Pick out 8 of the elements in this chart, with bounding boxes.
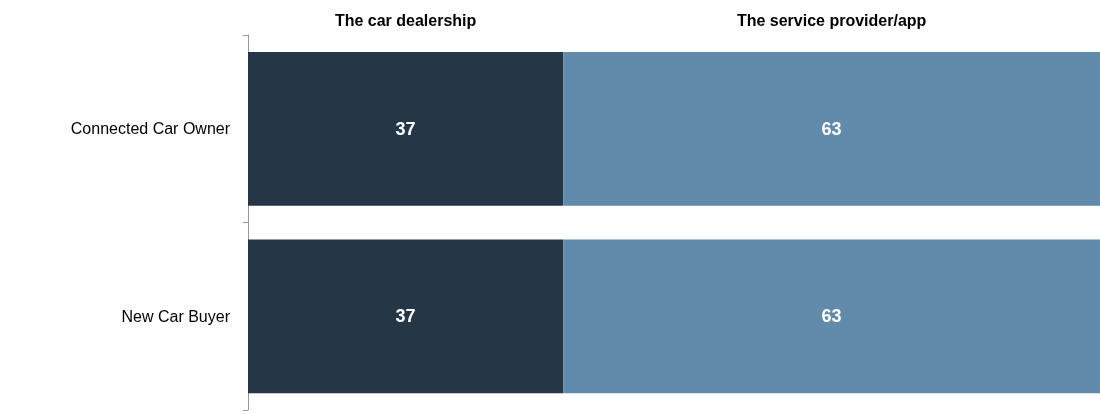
data-label: 63 [821,306,842,327]
series-label: The service provider/app [736,11,927,29]
data-label: 63 [821,118,842,139]
series-label: The car dealership [334,11,477,29]
data-label: 37 [395,306,416,327]
y-tick-label: New Car Buyer [121,307,231,325]
data-label: 37 [395,118,416,139]
y-tick-label: Connected Car Owner [70,120,231,138]
